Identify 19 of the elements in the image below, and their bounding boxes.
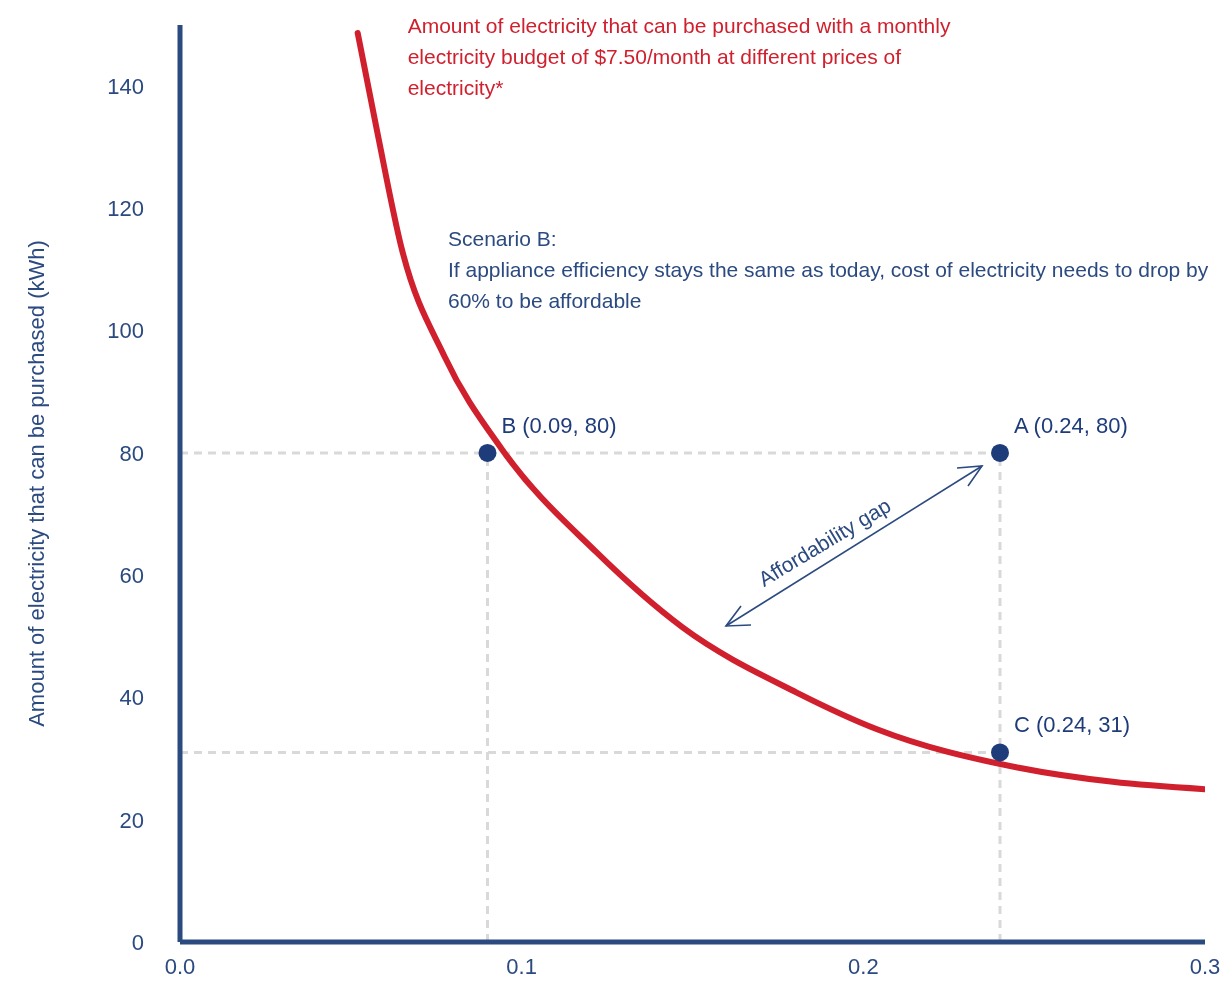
y-tick-label: 60	[119, 563, 144, 589]
y-tick-label: 20	[119, 807, 144, 833]
y-tick-label: 140	[107, 73, 144, 99]
annotation: Scenario B:	[448, 226, 558, 252]
y-tick-label: 100	[107, 318, 144, 344]
x-tick-label: 0.0	[164, 953, 196, 979]
data-label: C (0.24, 31)	[1014, 712, 1131, 738]
y-tick-label: 120	[107, 196, 144, 222]
y-axis-title: Amount of electricity that can be purchased (kWh)	[23, 240, 49, 727]
x-tick-label: 0.3	[1189, 953, 1221, 979]
data-label: B (0.09, 80)	[501, 412, 617, 438]
x-tick-label: 0.1	[506, 953, 537, 979]
data-label: A (0.24, 80)	[1014, 412, 1128, 438]
series-label: Amount of electricity that can be purchased with a monthly electricity budget of $7.50/month at different prices of electricity*	[407, 13, 952, 101]
x-tick-label: 0.2	[848, 953, 879, 979]
y-tick-label: 80	[119, 440, 144, 466]
y-tick-label: 40	[119, 685, 144, 711]
y-tick-label: 0	[131, 929, 144, 955]
annotation: If appliance efficiency stays the same as today, cost of electricity needs to drop by 60% to be affordable	[448, 257, 1210, 314]
